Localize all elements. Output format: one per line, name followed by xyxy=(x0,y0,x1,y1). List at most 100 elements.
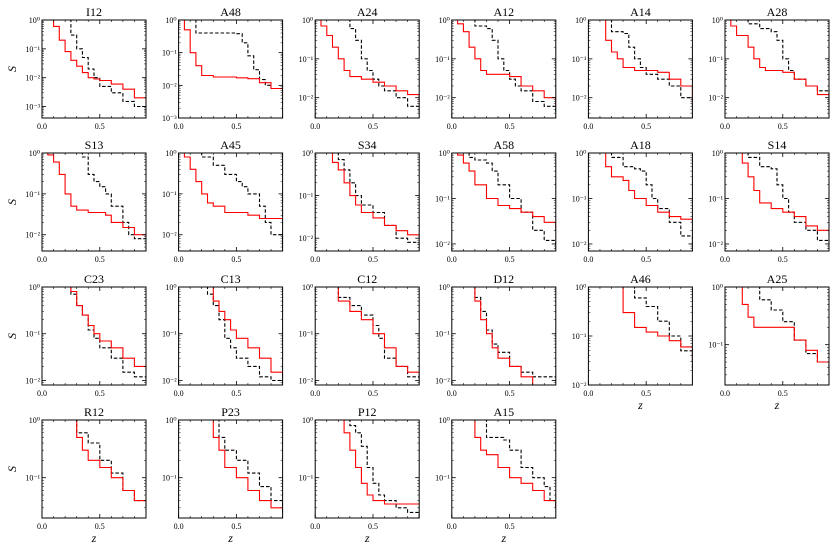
y-tick-label: 10⁰ xyxy=(302,416,313,425)
x-tick-label: 0.0 xyxy=(174,255,184,264)
series-line-black xyxy=(725,20,829,102)
x-tick-label: 0.0 xyxy=(720,389,730,398)
y-tick-label: 10⁻² xyxy=(299,94,314,103)
y-tick-label: 10⁰ xyxy=(29,16,40,25)
x-tick-label: 0.0 xyxy=(37,255,47,264)
panel-a24: A24 0.0 0.5 10⁰ 10⁻¹ 10⁻² xyxy=(299,5,420,131)
y-tick-label: 10⁻¹ xyxy=(25,474,40,483)
y-tick-label: 10⁻² xyxy=(162,376,177,385)
x-tick-label: 0.0 xyxy=(583,122,593,131)
panel-c23: C23 0.0 0.5 10⁰ 10⁻¹ 10⁻² S xyxy=(5,272,147,398)
series-line-black xyxy=(42,420,146,508)
panel-a45: A45 0.0 0.5 10⁰ 10⁻¹ 10⁻² xyxy=(162,138,284,264)
x-tick-label: 0.0 xyxy=(37,389,47,398)
plot-frame xyxy=(724,286,830,386)
series-line-red xyxy=(588,20,693,102)
panel-title: A12 xyxy=(493,5,514,19)
y-tick-label: 10⁻¹ xyxy=(25,330,40,339)
series-line-red xyxy=(588,287,693,362)
series-line-red xyxy=(451,20,556,107)
x-tick-label: 0.0 xyxy=(174,389,184,398)
y-tick-label: 10⁰ xyxy=(712,149,723,158)
panel-title: A48 xyxy=(220,5,241,19)
x-tick-label: 0.5 xyxy=(95,122,105,131)
y-tick-label: 10⁻¹ xyxy=(572,55,587,64)
plot-frame xyxy=(724,152,830,252)
series-line-black xyxy=(315,287,420,381)
plot-frame xyxy=(314,152,420,252)
x-tick-label: 0.5 xyxy=(641,255,651,264)
panel-title: P23 xyxy=(221,405,240,419)
panel-c13: C13 0.0 0.5 10⁰ 10⁻¹ 10⁻² xyxy=(162,272,284,398)
series-line-black xyxy=(588,153,693,249)
y-tick-label: 10⁻² xyxy=(572,94,587,103)
y-axis-label: S xyxy=(5,199,19,205)
y-axis-label: S xyxy=(5,466,19,472)
y-tick-label: 10⁻¹ xyxy=(162,190,177,199)
panel-i12: I12 0.0 0.5 10⁰ 10⁻¹ 10⁻² 10⁻³ S xyxy=(5,5,147,131)
series-line-red xyxy=(178,20,283,93)
x-tick-label: 0.0 xyxy=(583,255,593,264)
x-tick-label: 0.0 xyxy=(174,122,184,131)
y-tick-label: 10⁻² xyxy=(162,81,177,90)
panel-a14: A14 0.0 0.5 10⁰ 10⁻¹ 10⁻² xyxy=(572,5,693,131)
panel-title: S14 xyxy=(768,138,787,152)
y-tick-label: 10⁻² xyxy=(25,231,40,240)
y-tick-label: 10⁰ xyxy=(575,149,586,158)
y-tick-label: 10⁻¹ xyxy=(708,55,723,64)
panel-title: A14 xyxy=(630,5,651,19)
panel-a15: A15 0.0 0.5 10⁰ 10⁻¹ z xyxy=(435,405,557,545)
series-line-red xyxy=(315,20,420,102)
y-tick-label: 10⁻¹ xyxy=(162,49,177,58)
series-line-red xyxy=(315,153,420,239)
series-line-red xyxy=(42,153,146,236)
plot-frame xyxy=(178,19,284,119)
y-tick-label: 10⁰ xyxy=(575,283,586,292)
y-tick-label: 10⁻¹ xyxy=(25,190,40,199)
y-tick-label: 10⁰ xyxy=(439,149,450,158)
panel-title: P12 xyxy=(358,405,377,419)
x-tick-label: 0.0 xyxy=(583,389,593,398)
x-tick-label: 0.5 xyxy=(505,255,515,264)
x-tick-label: 0.0 xyxy=(37,122,47,131)
series-line-black xyxy=(315,20,420,114)
panel-title: A46 xyxy=(630,272,651,286)
series-line-red xyxy=(178,153,283,220)
x-axis-label: z xyxy=(91,531,97,545)
panel-a25: A25 0.0 0.5 10⁰ 10⁻¹ z xyxy=(708,272,830,412)
y-tick-label: 10⁻² xyxy=(162,231,177,240)
y-tick-label: 10⁰ xyxy=(439,416,450,425)
y-tick-label: 10⁰ xyxy=(29,416,40,425)
panel-title: A25 xyxy=(767,272,788,286)
series-line-red xyxy=(42,420,146,508)
y-tick-label: 10⁻² xyxy=(435,240,450,249)
y-tick-label: 10⁻² xyxy=(708,94,723,103)
series-line-black xyxy=(451,420,556,508)
y-tick-label: 10⁻² xyxy=(572,240,587,249)
x-tick-label: 0.5 xyxy=(231,122,241,131)
panel-title: S13 xyxy=(85,138,104,152)
y-tick-label: 10⁰ xyxy=(302,283,313,292)
plot-frame xyxy=(587,286,693,386)
x-tick-label: 0.5 xyxy=(505,122,515,131)
panel-title: I12 xyxy=(86,5,102,19)
panel-a46: A46 0.0 0.5 10⁰ 10⁻¹ 10⁻² z xyxy=(572,272,693,412)
x-tick-label: 0.5 xyxy=(368,255,378,264)
panel-a58: A58 0.0 0.5 10⁰ 10⁻¹ 10⁻² xyxy=(435,138,557,264)
series-line-black xyxy=(451,20,556,114)
y-tick-label: 10⁻¹ xyxy=(435,55,450,64)
x-tick-label: 0.0 xyxy=(447,255,457,264)
x-tick-label: 0.5 xyxy=(505,389,515,398)
series-line-black xyxy=(588,287,693,371)
y-tick-label: 10⁻¹ xyxy=(162,330,177,339)
panel-title: C23 xyxy=(84,272,104,286)
x-tick-label: 0.5 xyxy=(368,389,378,398)
series-line-red xyxy=(451,420,556,508)
y-tick-label: 10⁻¹ xyxy=(708,194,723,203)
panel-title: A24 xyxy=(357,5,378,19)
y-tick-label: 10⁻² xyxy=(708,240,723,249)
panel-title: A45 xyxy=(220,138,241,152)
y-tick-label: 10⁻¹ xyxy=(299,474,314,483)
plot-frame xyxy=(451,286,557,386)
y-tick-label: 10⁰ xyxy=(165,416,176,425)
